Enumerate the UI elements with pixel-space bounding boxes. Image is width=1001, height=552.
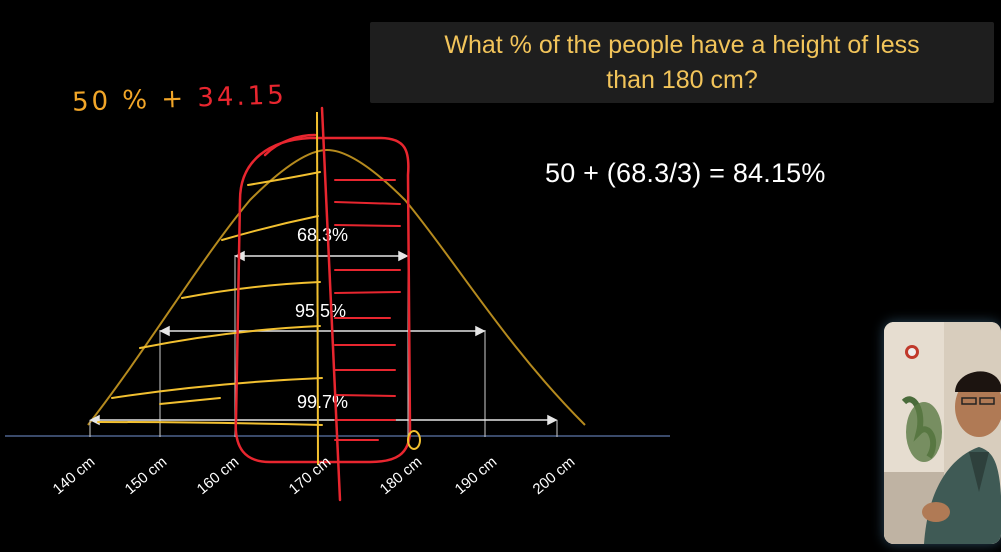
question-box: What % of the people have a height of le… [370, 22, 994, 103]
tick-150: 150 cm [122, 453, 171, 498]
red-hand-drawing [234, 106, 412, 502]
tick-140: 140 cm [50, 453, 99, 498]
red-hatching [334, 179, 401, 441]
presenter-webcam [884, 322, 1001, 544]
tick-170: 170 cm [286, 453, 335, 498]
presenter-video-icon [884, 322, 1001, 544]
tick-160: 160 cm [194, 453, 243, 498]
question-line-1: What % of the people have a height of le… [444, 30, 920, 59]
percent-label-95: 95.5% [295, 301, 346, 321]
yellow-hatching [97, 171, 323, 426]
range-arrows [89, 250, 558, 426]
tick-190: 190 cm [452, 453, 501, 498]
bell-curve [87, 148, 586, 426]
tick-200: 200 cm [530, 453, 579, 498]
equation: 50 + (68.3/3) = 84.15% [545, 158, 826, 188]
question-line-2: than 180 cm? [606, 65, 758, 94]
percent-label-68: 68.3% [297, 225, 348, 245]
axis-tick-labels: 140 cm 150 cm 160 cm 170 cm 180 cm 190 c… [50, 453, 579, 498]
yellow-markers [316, 111, 421, 466]
